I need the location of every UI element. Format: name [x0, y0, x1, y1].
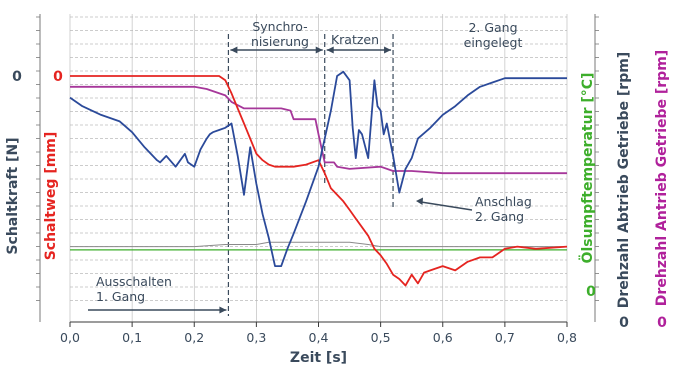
- x-tick-label: 0,7: [495, 330, 515, 345]
- x-tick-label: 0,2: [184, 330, 204, 345]
- annotation-label: 2. Gang: [468, 20, 517, 35]
- x-tick-label: 0,1: [122, 330, 142, 345]
- x-tick-label: 0,3: [246, 330, 266, 345]
- y-zero-label-oelsumpf: 0: [586, 284, 596, 300]
- annotation-label: nisierung: [251, 34, 309, 49]
- x-tick-label: 0,5: [371, 330, 391, 345]
- annotation-label: 2. Gang: [475, 209, 524, 224]
- kratzen-arrow-head: [384, 46, 392, 54]
- series-line-schaltkraft: [69, 70, 567, 267]
- x-tick-label: 0,6: [433, 330, 453, 345]
- annotation-label: Anschlag: [475, 194, 532, 209]
- annotation-label: Kratzen: [331, 32, 379, 47]
- synchronisierung-arrow-head: [315, 46, 323, 54]
- annotation-label: eingelegt: [464, 35, 523, 50]
- series-line-antrieb: [70, 85, 567, 175]
- annotation-label: Ausschalten: [96, 274, 172, 289]
- annotation-label: 1. Gang: [96, 289, 145, 304]
- annotation-label: Synchro-: [252, 19, 307, 34]
- ausschalten-arrow-head: [219, 306, 227, 314]
- series-line-abtrieb: [70, 241, 567, 248]
- y-zero-label-schaltweg: 0: [53, 69, 63, 85]
- y-axis-title-oelsumpf: Ölsumpftemperatur [°C]: [578, 73, 596, 264]
- x-tick-label: 0,4: [309, 330, 329, 345]
- series-layer: [69, 70, 568, 287]
- y-zero-label-abtrieb: 0: [619, 315, 629, 331]
- y-zero-label-antrieb: 0: [657, 315, 667, 331]
- y-axis-title-abtrieb: Drehzahl Abtrieb Getriebe [rpm]: [616, 52, 632, 308]
- anschlag-pointer-head: [416, 197, 423, 205]
- grid: [69, 14, 568, 322]
- x-tick-label: 0,0: [60, 330, 80, 345]
- y-axis-title-antrieb: Drehzahl Antrieb Getriebe [rpm]: [654, 50, 670, 306]
- x-tick-label: 0,8: [557, 330, 577, 345]
- axes: 0,0 0,1 0,2 0,3 0,4 0,5 0,6 0,7 0,8 Zeit [s] Schal…: [5, 14, 670, 366]
- phase-markers: [227, 34, 394, 316]
- anschlag-pointer: [420, 201, 473, 211]
- y-axis-title-schaltkraft: Schaltkraft [N]: [5, 137, 21, 254]
- series-line-schaltweg: [70, 75, 568, 287]
- x-axis-label: Zeit [s]: [290, 350, 347, 366]
- y-zero-label-schaltkraft: 0: [12, 69, 22, 85]
- synchronisierung-arrow-head-start: [230, 46, 238, 54]
- kratzen-arrow-head-start: [326, 46, 334, 54]
- y-axis-title-schaltweg: Schaltweg [mm]: [43, 132, 59, 261]
